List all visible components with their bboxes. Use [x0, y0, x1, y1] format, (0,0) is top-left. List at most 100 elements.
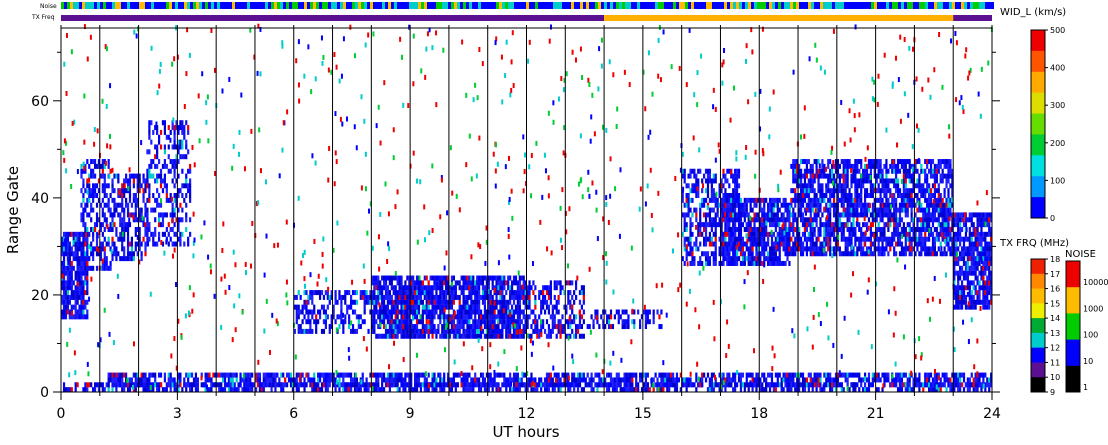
- data-cell: [163, 231, 166, 237]
- data-cell: [862, 377, 865, 383]
- data-cell: [487, 319, 490, 325]
- data-cell: [381, 333, 384, 339]
- data-cell: [371, 382, 374, 388]
- data-cell: [737, 231, 741, 237]
- data-cell: [62, 231, 66, 237]
- data-cell: [185, 372, 188, 378]
- data-cell: [423, 377, 426, 383]
- data-cell: [142, 173, 145, 179]
- data-cell: [78, 270, 81, 276]
- data-cell: [792, 217, 795, 223]
- data-cell: [798, 246, 801, 252]
- noise-strip-cell: [91, 2, 94, 9]
- data-cell: [675, 382, 679, 388]
- data-cell: [396, 333, 399, 339]
- data-cell: [62, 304, 66, 310]
- data-cell: [805, 202, 808, 208]
- data-cell: [171, 207, 174, 213]
- data-cell: [425, 304, 428, 310]
- data-cell: [739, 202, 743, 208]
- data-cell: [334, 319, 337, 325]
- data-cell: [505, 314, 508, 320]
- data-cell: [408, 372, 411, 378]
- data-cell: [691, 197, 694, 203]
- data-cell: [553, 294, 556, 300]
- data-cell: [720, 222, 723, 228]
- data-cell: [452, 290, 455, 296]
- data-cell: [74, 246, 77, 252]
- data-cell: [445, 285, 448, 291]
- data-cell: [427, 280, 430, 286]
- noise-strip-cell: [553, 2, 556, 9]
- data-cell: [555, 285, 558, 291]
- data-cell: [823, 241, 826, 247]
- data-cell: [594, 372, 597, 378]
- data-cell: [439, 290, 442, 296]
- data-cell: [80, 290, 83, 296]
- data-cell: [877, 377, 880, 383]
- data-cell: [584, 382, 587, 388]
- noise-strip-cell: [199, 2, 202, 9]
- data-cell: [683, 260, 686, 266]
- data-cell: [714, 226, 717, 232]
- data-cell: [342, 387, 345, 393]
- data-cell: [683, 226, 686, 232]
- data-cell: [567, 387, 570, 393]
- data-cell: [175, 144, 178, 150]
- data-cell: [156, 241, 159, 247]
- data-cell: [542, 285, 545, 291]
- data-cell: [710, 387, 713, 393]
- data-cell: [221, 387, 225, 393]
- data-cell: [609, 314, 613, 320]
- data-cell: [703, 173, 706, 179]
- data-cell: [695, 241, 698, 247]
- data-cell: [747, 231, 750, 237]
- noise-strip-cell: [892, 2, 895, 9]
- data-cell: [375, 285, 378, 291]
- data-cell: [181, 183, 184, 189]
- data-cell: [113, 212, 116, 218]
- data-cell: [115, 387, 118, 393]
- data-cell: [561, 382, 564, 388]
- data-cell: [520, 328, 523, 334]
- data-cell: [165, 188, 168, 194]
- data-cell: [154, 207, 157, 213]
- data-cell: [817, 183, 820, 189]
- data-cell: [518, 319, 521, 325]
- data-cell: [458, 333, 461, 339]
- data-cell: [943, 382, 946, 388]
- data-cell: [76, 294, 79, 300]
- data-cell: [497, 372, 500, 378]
- data-cell: [334, 387, 337, 393]
- data-cell: [540, 309, 543, 315]
- data-cell: [658, 324, 661, 330]
- data-cell: [732, 372, 735, 378]
- data-cell: [419, 290, 423, 296]
- data-cell: [121, 236, 124, 242]
- data-cell: [792, 377, 795, 383]
- data-cell: [817, 197, 820, 203]
- data-cell: [815, 168, 818, 174]
- data-cell: [604, 382, 607, 388]
- data-cell: [788, 217, 791, 223]
- data-cell: [625, 382, 628, 388]
- noise-strip-cell: [799, 2, 802, 9]
- data-cell: [790, 382, 793, 388]
- noise-strip-cell: [64, 2, 67, 9]
- data-cell: [503, 275, 506, 281]
- data-cell: [598, 324, 601, 330]
- data-cell: [464, 387, 467, 393]
- data-cell: [794, 246, 797, 252]
- data-cell: [580, 324, 584, 330]
- data-cell: [532, 328, 535, 334]
- data-cell: [381, 299, 384, 305]
- data-cell: [392, 333, 395, 339]
- data-cell: [720, 202, 723, 208]
- data-cell: [367, 387, 370, 393]
- data-cell: [113, 173, 116, 179]
- data-cell: [609, 324, 613, 330]
- data-cell: [712, 372, 715, 378]
- data-cell: [708, 241, 712, 247]
- data-cell: [722, 168, 725, 174]
- data-cell: [454, 387, 457, 393]
